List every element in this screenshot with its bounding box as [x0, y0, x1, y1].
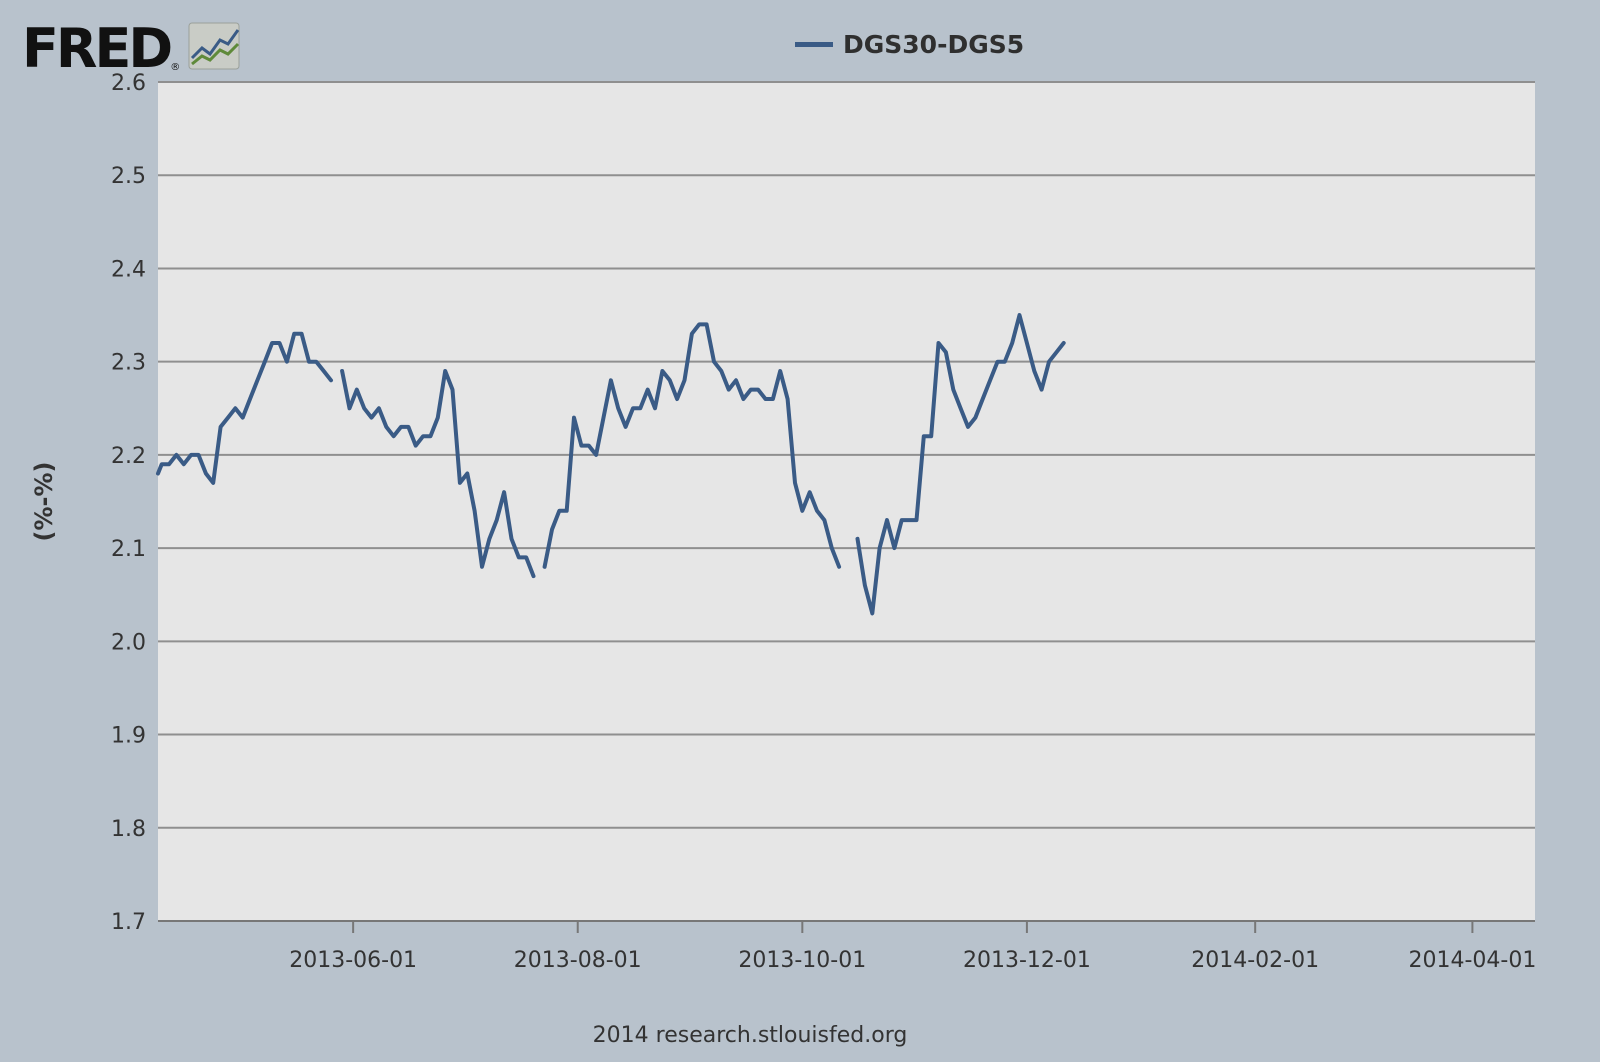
series-line-segment: [156, 331, 333, 485]
y-tick-label: 2.4: [111, 257, 146, 282]
y-tick-label: 2.0: [111, 630, 146, 655]
footer-source: 2014 research.stlouisfed.org: [592, 1023, 908, 1048]
x-tick-label: 2013-08-01: [514, 948, 642, 973]
y-tick-label: 2.1: [111, 537, 146, 562]
y-tick-label: 2.5: [111, 164, 146, 189]
legend-swatch: [795, 42, 833, 47]
logo-registered-mark: ®: [170, 62, 181, 73]
y-tick-label: 2.3: [111, 351, 146, 376]
x-tick-label: 2013-10-01: [738, 948, 866, 973]
legend-label: DGS30-DGS5: [843, 30, 1025, 59]
chart-legend: DGS30-DGS5: [795, 30, 1024, 59]
x-tick-label: 2014-02-01: [1191, 948, 1319, 973]
chart-trend-icon: [188, 22, 240, 70]
y-tick-label: 2.6: [111, 71, 146, 96]
y-tick-label: 1.8: [111, 817, 146, 842]
fred-logo: FRED ®: [22, 22, 240, 76]
series-line-segment: [542, 322, 842, 569]
y-tick-label: 1.7: [111, 910, 146, 935]
y-tick-label: 2.2: [111, 444, 146, 469]
logo-text: FRED: [22, 17, 173, 80]
x-tick-label: 2013-12-01: [963, 948, 1091, 973]
x-tick-label: 2013-06-01: [289, 948, 417, 973]
series-line-segment: [340, 369, 536, 579]
series-line-segment: [855, 313, 1066, 616]
plot-area: [158, 82, 1535, 921]
y-axis-label: (%-%): [30, 462, 58, 542]
y-tick-label: 1.9: [111, 724, 146, 749]
x-tick-label: 2014-04-01: [1408, 948, 1536, 973]
